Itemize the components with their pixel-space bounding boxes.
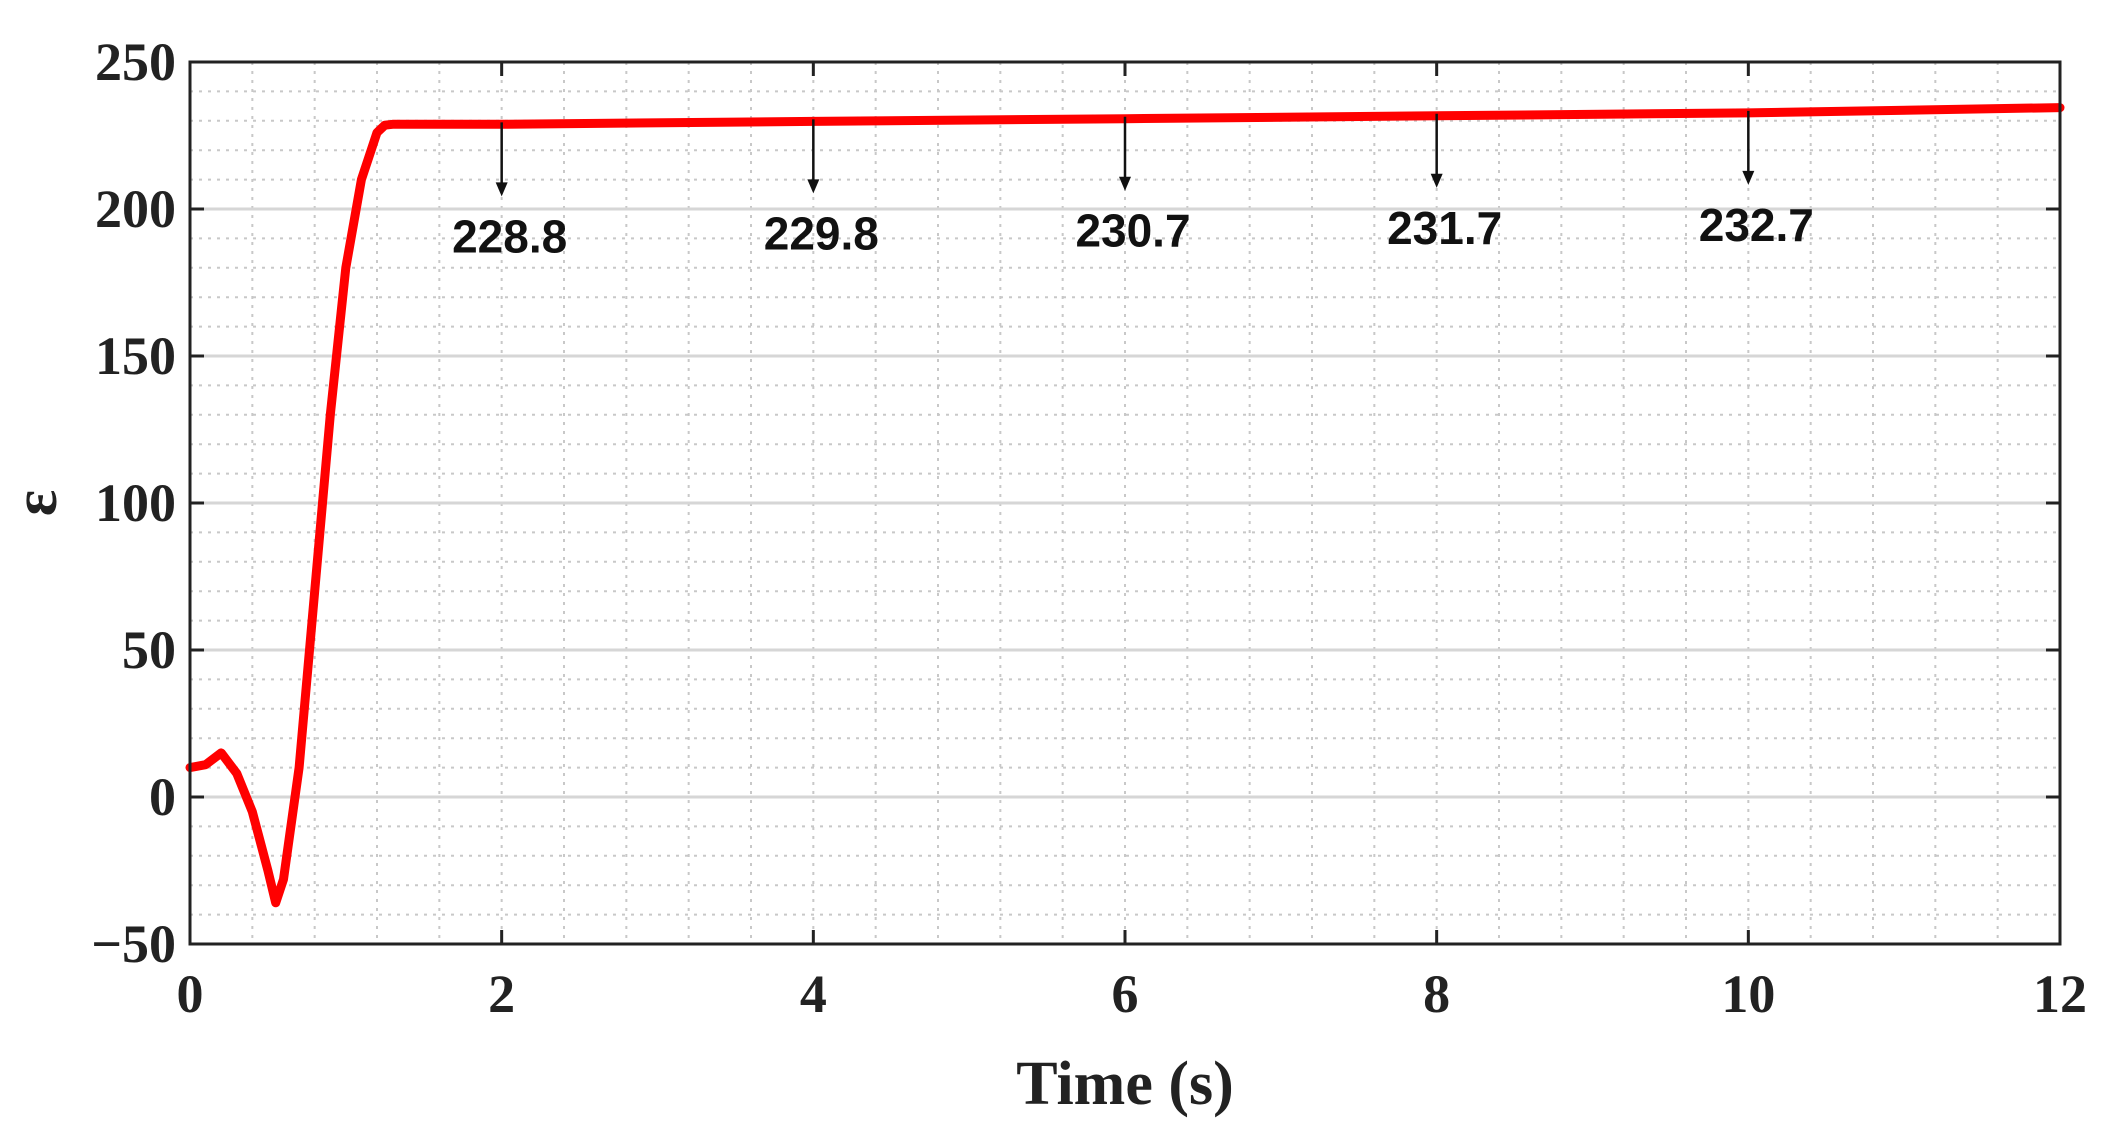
annotation-arrow-head bbox=[1742, 170, 1755, 185]
x-tick-label: 8 bbox=[1423, 964, 1450, 1024]
x-tick-label: 0 bbox=[177, 964, 204, 1024]
x-tick-label: 6 bbox=[1112, 964, 1139, 1024]
annotation-label: 232.7 bbox=[1699, 199, 1814, 251]
x-tick-label: 4 bbox=[800, 964, 827, 1024]
series-layer bbox=[185, 103, 2065, 908]
annotation-label: 229.8 bbox=[764, 207, 879, 259]
annotation-label: 230.7 bbox=[1075, 205, 1190, 257]
y-tick-label: −50 bbox=[91, 914, 176, 974]
y-tick-labels: −50 0 50 100 150 200 250 bbox=[91, 32, 176, 974]
annotation-layer: 228.8 229.8 230.7 231.7 232.7 bbox=[452, 110, 1814, 262]
y-tick-label: 250 bbox=[95, 32, 176, 92]
annotation-label: 231.7 bbox=[1387, 202, 1502, 254]
y-tick-label: 50 bbox=[122, 620, 176, 680]
x-tick-label: 2 bbox=[488, 964, 515, 1024]
x-tick-labels: 0 2 4 6 8 10 12 bbox=[177, 964, 2088, 1024]
y-axis-label: ε bbox=[2, 490, 70, 517]
series-line bbox=[185, 103, 2065, 908]
x-tick-label: 10 bbox=[1721, 964, 1775, 1024]
annotation-arrow-head bbox=[1119, 176, 1131, 191]
tick-marks bbox=[188, 60, 2062, 946]
annotation-label: 228.8 bbox=[452, 210, 567, 262]
annotation-arrow-head bbox=[807, 179, 820, 194]
annotation-arrow-head bbox=[1430, 173, 1443, 188]
y-tick-label: 0 bbox=[149, 767, 176, 827]
annotation-arrow-head bbox=[495, 182, 508, 197]
x-tick-label: 12 bbox=[2033, 964, 2087, 1024]
y-tick-label: 200 bbox=[95, 179, 176, 239]
x-axis-label: Time (s) bbox=[1016, 1050, 1234, 1118]
y-tick-label: 150 bbox=[95, 326, 176, 386]
y-tick-label: 100 bbox=[95, 473, 176, 533]
